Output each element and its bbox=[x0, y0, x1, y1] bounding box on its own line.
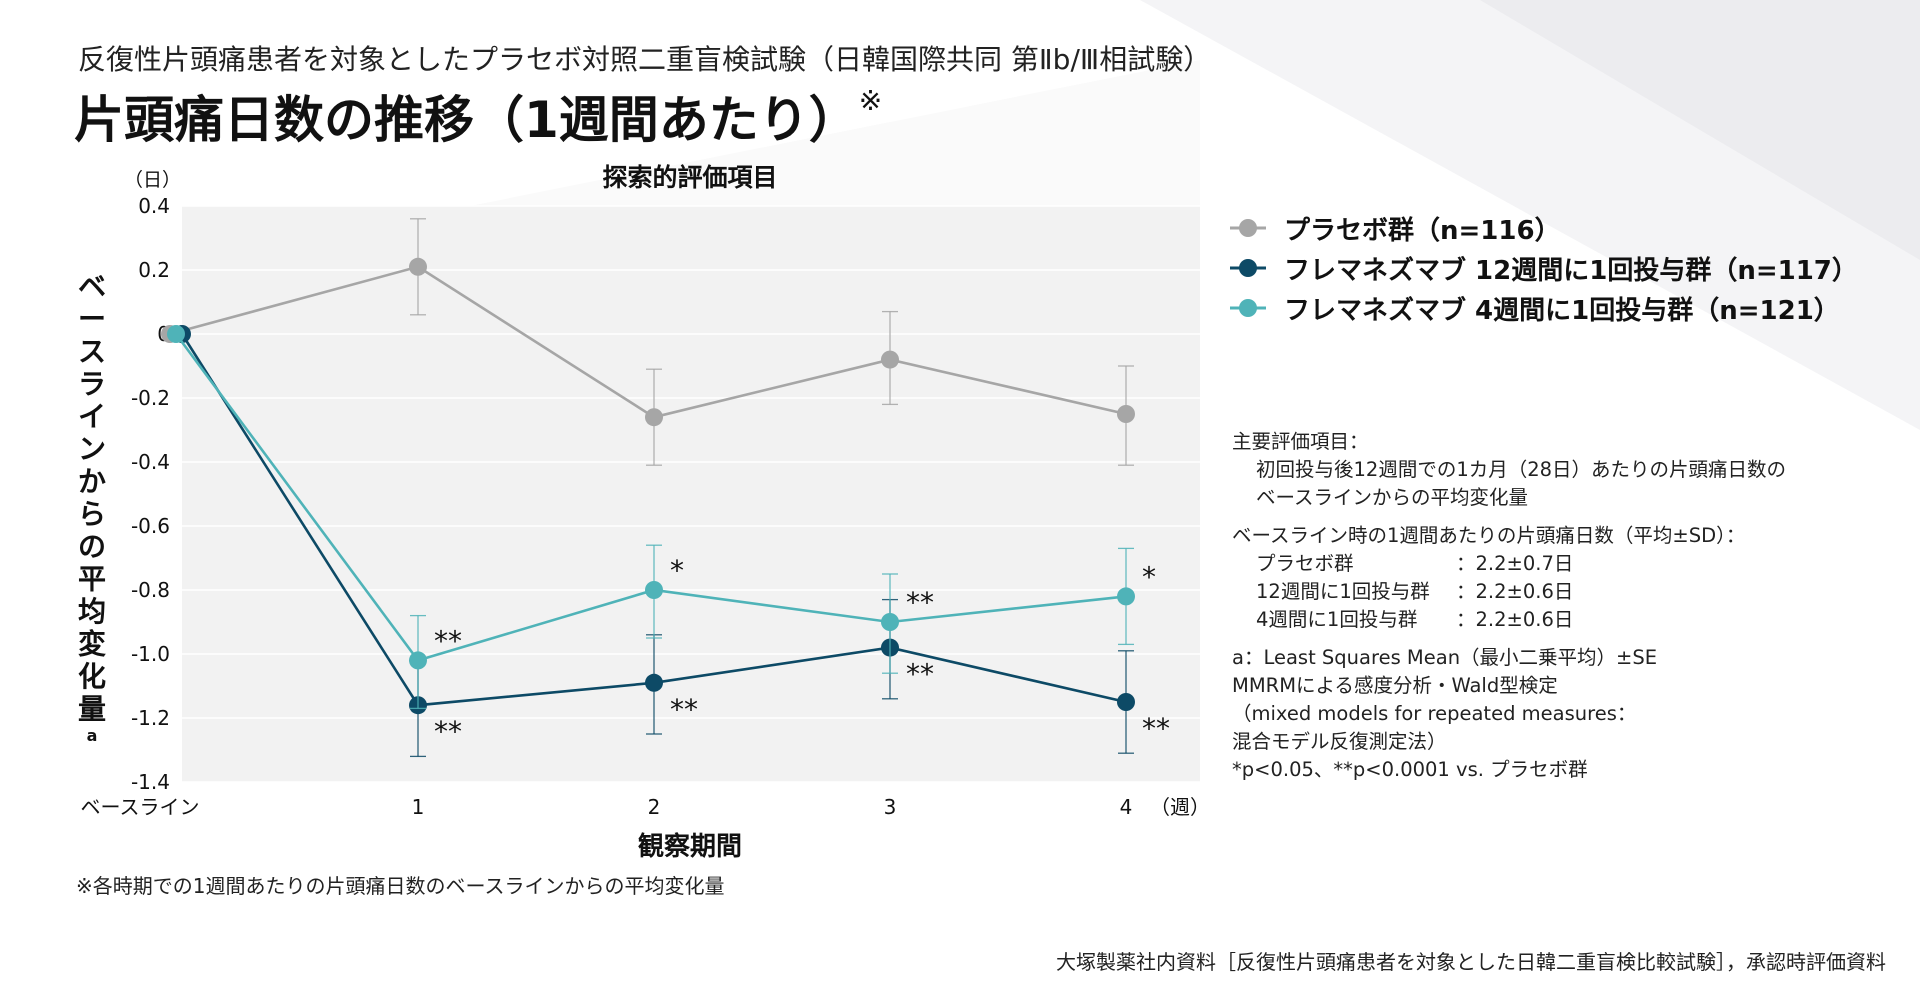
legend-marker-12week bbox=[1230, 259, 1266, 277]
title-note-mark: ※ bbox=[858, 84, 883, 117]
footnote: ※各時期での1週間あたりの片頭痛日数のベースラインからの平均変化量 bbox=[76, 874, 725, 898]
legend-item-12week: フレマネズマブ 12週間に1回投与群（n=117） bbox=[1228, 248, 1858, 288]
data-point bbox=[409, 257, 427, 276]
x-tick-label: 3 bbox=[884, 795, 897, 819]
data-point bbox=[645, 673, 663, 692]
method-line: （mixed models for repeated measures： bbox=[1232, 702, 1637, 725]
page-title: 片頭痛日数の推移（1週間あたり）※ bbox=[74, 80, 882, 152]
baseline-group: 12週間に1回投与群 bbox=[1256, 580, 1430, 603]
y-tick-label: 0.4 bbox=[138, 194, 170, 218]
data-point bbox=[409, 651, 427, 670]
legend-marker-placebo bbox=[1230, 219, 1266, 237]
page-title-text: 片頭痛日数の推移（1週間あたり） bbox=[74, 91, 859, 149]
x-tick-label: 2 bbox=[648, 795, 661, 819]
baseline-group: プラセボ群 bbox=[1256, 552, 1354, 575]
baseline-row: 12週間に1回投与群 ：2.2±0.6日 bbox=[1232, 578, 1786, 606]
x-tick-label: 4 bbox=[1120, 795, 1133, 819]
x-axis-label: 観察期間 bbox=[638, 831, 742, 862]
y-tick-label: -1.2 bbox=[131, 706, 170, 730]
baseline-label: ベースライン時の1週間あたりの片頭痛日数（平均±SD）： bbox=[1232, 524, 1746, 547]
baseline-row: プラセボ群 ：2.2±0.7日 bbox=[1232, 550, 1786, 578]
data-point bbox=[881, 613, 899, 631]
significance-mark: ** bbox=[1142, 712, 1170, 745]
baseline-value: ：2.2±0.6日 bbox=[1456, 580, 1574, 603]
significance-mark: ** bbox=[670, 693, 698, 726]
y-tick-label: 0.2 bbox=[138, 258, 170, 282]
data-point bbox=[167, 325, 185, 343]
legend-label-12week: フレマネズマブ 12週間に1回投与群（n=117） bbox=[1284, 255, 1858, 286]
significance-mark: * bbox=[1142, 560, 1156, 593]
data-point bbox=[645, 408, 663, 427]
x-tick-label: ベースライン bbox=[81, 795, 200, 819]
y-tick-label: -0.8 bbox=[131, 578, 170, 602]
significance-mark: ** bbox=[906, 586, 934, 619]
significance-mark: ** bbox=[434, 715, 462, 748]
significance-mark: ** bbox=[434, 624, 462, 657]
primary-endpoint-label: 主要評価項目： bbox=[1232, 430, 1369, 453]
baseline-row: 4週間に1回投与群 ：2.2±0.6日 bbox=[1232, 606, 1786, 634]
series-2: ****** bbox=[167, 325, 1156, 710]
y-tick-label: -0.6 bbox=[131, 514, 170, 538]
legend-item-4week: フレマネズマブ 4週間に1回投与群（n=121） bbox=[1228, 288, 1858, 328]
y-tick-label: -1.0 bbox=[131, 642, 170, 666]
data-point bbox=[1117, 587, 1135, 606]
significance-mark: * bbox=[670, 554, 684, 587]
legend-marker-4week bbox=[1230, 299, 1266, 317]
method-line: *p<0.05、**p<0.0001 vs. プラセボ群 bbox=[1232, 758, 1588, 781]
method-line: MMRMによる感度分析・Wald型検定 bbox=[1232, 674, 1558, 697]
chart-legend: プラセボ群（n=116） フレマネズマブ 12週間に1回投与群（n=117） フ… bbox=[1228, 208, 1858, 328]
data-point bbox=[645, 581, 663, 599]
primary-endpoint-line: 初回投与後12週間での1カ月（28日）あたりの片頭痛日数の bbox=[1256, 458, 1787, 481]
y-axis-label: ベースラインからの平均変化量 bbox=[78, 270, 106, 726]
y-tick-label: -0.4 bbox=[131, 450, 170, 474]
baseline-value: ：2.2±0.7日 bbox=[1456, 552, 1574, 575]
page-subtitle: 反復性片頭痛患者を対象としたプラセボ対照二重盲検試験（日韓国際共同 第Ⅱb/Ⅲ相… bbox=[78, 43, 1212, 76]
y-unit-label: （日） bbox=[124, 169, 181, 191]
legend-item-placebo: プラセボ群（n=116） bbox=[1228, 208, 1858, 248]
chart-title: 探索的評価項目 bbox=[602, 163, 777, 192]
legend-label-placebo: プラセボ群（n=116） bbox=[1284, 215, 1561, 246]
source-citation: 大塚製薬社内資料［反復性片頭痛患者を対象とした日韓二重盲検比較試験］，承認時評価… bbox=[1056, 950, 1886, 974]
baseline-group: 4週間に1回投与群 bbox=[1256, 608, 1418, 631]
data-point bbox=[1117, 405, 1135, 423]
baseline-value: ：2.2±0.6日 bbox=[1456, 608, 1574, 631]
primary-endpoint-line: ベースラインからの平均変化量 bbox=[1256, 486, 1529, 509]
legend-label-4week: フレマネズマブ 4週間に1回投与群（n=121） bbox=[1284, 295, 1840, 326]
data-point bbox=[1117, 693, 1135, 711]
significance-mark: ** bbox=[906, 658, 934, 691]
y-tick-label: -1.4 bbox=[131, 770, 170, 794]
study-notes: 主要評価項目： 初回投与後12週間での1カ月（28日）あたりの片頭痛日数の ベー… bbox=[1232, 428, 1786, 784]
method-line: a：Least Squares Mean（最小二乗平均）±SE bbox=[1232, 646, 1658, 669]
series-0 bbox=[161, 218, 1135, 466]
y-tick-label: -0.2 bbox=[131, 386, 170, 410]
x-unit-label: （週） bbox=[1150, 795, 1210, 819]
x-tick-label: 1 bbox=[412, 795, 425, 819]
data-point bbox=[881, 350, 899, 369]
method-line: 混合モデル反復測定法） bbox=[1232, 730, 1447, 753]
plot-area bbox=[182, 206, 1200, 782]
y-axis-label-suffix: a bbox=[87, 726, 98, 745]
